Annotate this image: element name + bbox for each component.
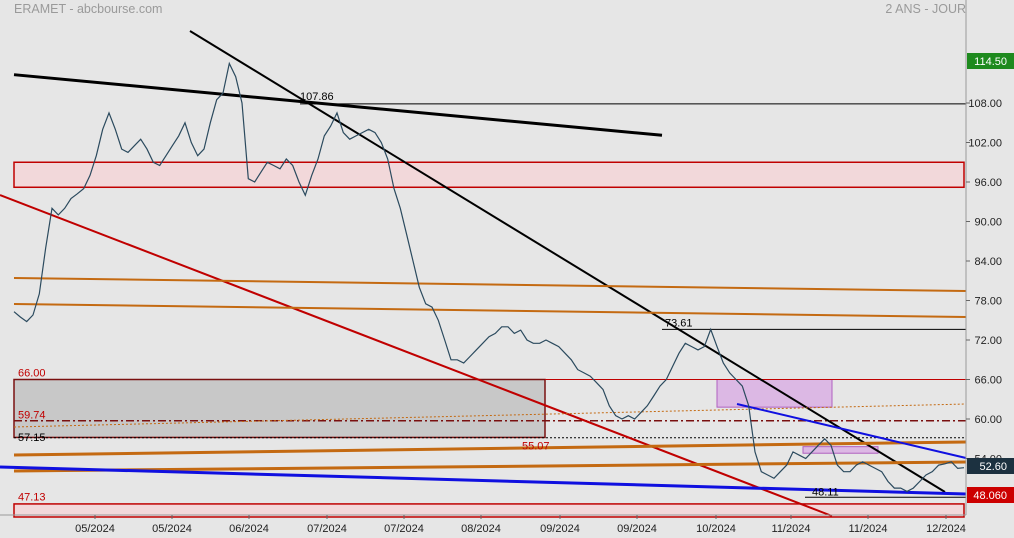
x-tick-label: 06/2024: [229, 523, 269, 535]
label-low: 48.11: [812, 486, 839, 498]
trendline-orange-4: [13, 460, 967, 473]
badge-min: 48.060: [973, 490, 1007, 502]
trendline-blue-support: [0, 465, 967, 496]
bottom-zone: [13, 503, 965, 518]
label-zone-dash: 59.74: [18, 410, 46, 422]
labels-layer: 107.86 73.61 48.11 66.00 59.74 57.15 55.07 47.1…: [18, 91, 839, 504]
trendline-orange-1: [13, 277, 967, 292]
badge-last-bg: [967, 458, 1014, 474]
y-tick-label: 90.00: [974, 217, 1002, 229]
support-zone-gray: [13, 378, 546, 439]
y-tick-label: 102.00: [968, 138, 1002, 150]
x-tick-label: 09/2024: [617, 523, 657, 535]
purple-zone: [716, 379, 833, 408]
x-tick-label: 10/2024: [696, 523, 736, 535]
x-tick-label: 12/2024: [926, 523, 966, 535]
price-layer: [13, 61, 965, 493]
grid-layer: [14, 103, 966, 498]
chart-period: 2 ANS - JOUR: [885, 2, 966, 16]
badge-min-bg: [967, 487, 1014, 503]
badge-last: 52.60: [979, 461, 1007, 473]
chart-title: ERAMET - abcbourse.com: [14, 2, 163, 16]
axis-background: [966, 0, 1014, 538]
trendline-black-resistance: [13, 73, 663, 137]
x-tick-label: 07/2024: [307, 523, 347, 535]
label-high: 107.86: [300, 91, 334, 103]
y-tick-label: 72.00: [974, 335, 1002, 347]
x-tick-label: 11/2024: [772, 523, 811, 535]
trendline-orange-dotted: [13, 403, 967, 428]
trendline-blue-down: [736, 403, 967, 459]
label-orange: 55.07: [522, 440, 550, 452]
label-zone-top: 66.00: [18, 368, 46, 380]
trendline-orange-2: [13, 303, 967, 318]
badge-max-bg: [967, 53, 1014, 69]
y-tick-label: 60.00: [974, 414, 1002, 426]
resistance-zone: [13, 161, 965, 189]
zones-layer: [13, 161, 965, 518]
price-line: [13, 61, 965, 493]
trendlines-layer: [0, 30, 967, 517]
x-tick-label: 05/2024: [152, 523, 192, 535]
label-zone-bottom: 57.15: [18, 432, 46, 444]
y-tick-label: 66.00: [974, 375, 1002, 387]
y-tick-label: 84.00: [974, 256, 1002, 268]
x-tick-label: 11/2024: [849, 523, 888, 535]
y-tick-label: 96.00: [974, 177, 1002, 189]
label-bottom: 47.13: [18, 492, 46, 504]
trendline-red-down: [0, 194, 833, 517]
trendline-black-down: [189, 30, 946, 493]
x-tick-label: 05/2024: [75, 523, 115, 535]
x-tick-label: 08/2024: [461, 523, 501, 535]
x-tick-label: 07/2024: [384, 523, 424, 535]
badge-max: 114.50: [974, 56, 1007, 68]
trendline-orange-3: [13, 440, 967, 457]
y-tick-label: 108.00: [968, 98, 1002, 110]
label-mid: 73.61: [665, 317, 693, 329]
y-tick-label: 78.00: [974, 296, 1002, 308]
x-tick-label: 09/2024: [540, 523, 580, 535]
